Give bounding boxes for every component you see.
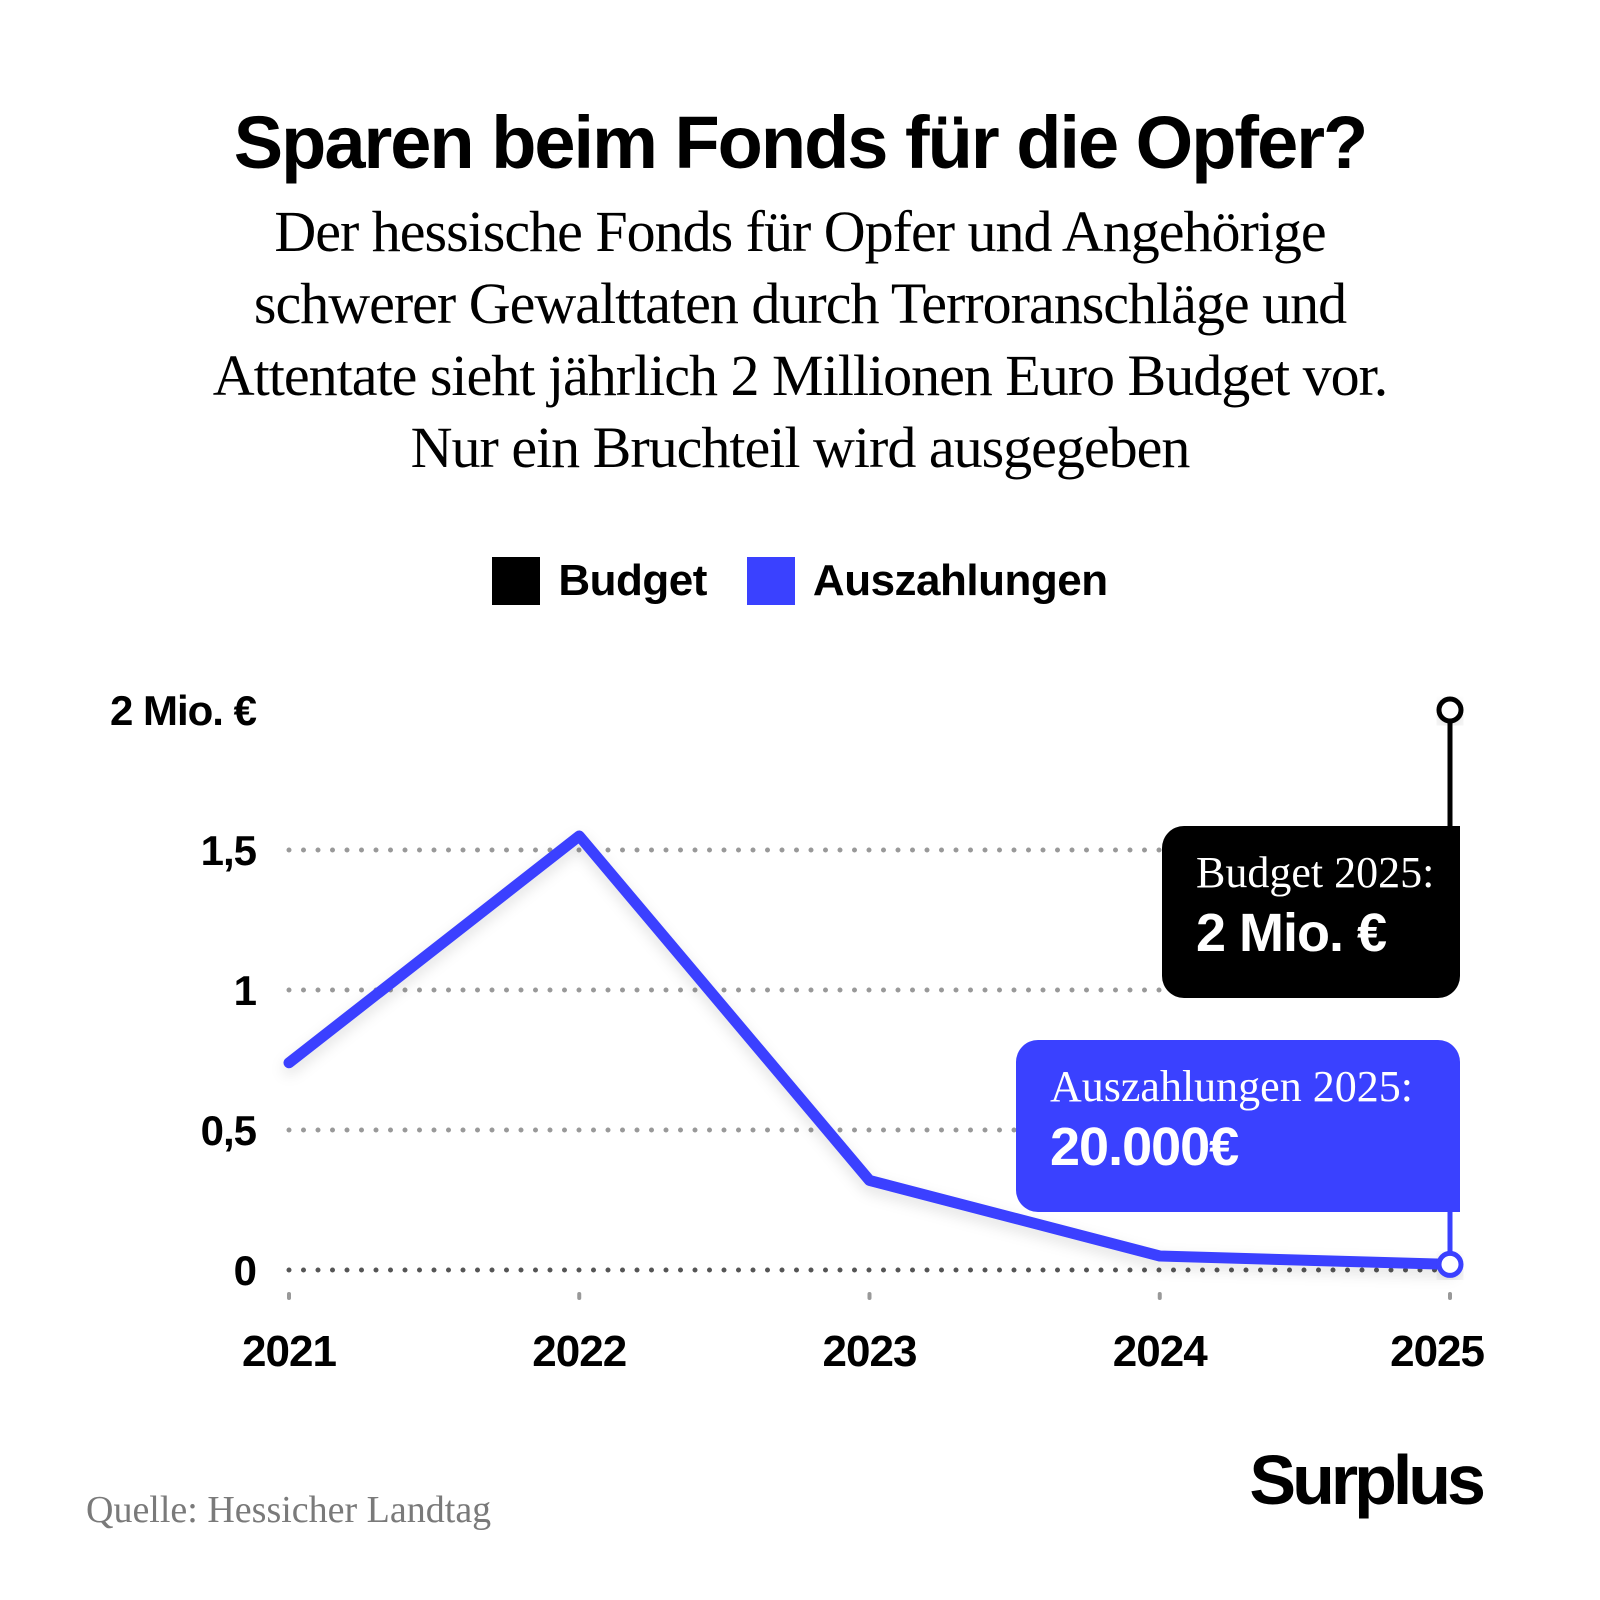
y-axis-ticks: 0 0,5 1 1,5 2 Mio. €	[110, 687, 258, 1294]
budget-callout-value: 2 Mio. €	[1196, 903, 1387, 963]
subtitle: Der hessische Fonds für Opfer und Angehö…	[100, 196, 1500, 484]
end-marker-budget	[1436, 696, 1464, 724]
x-tick-label: 2022	[532, 1327, 626, 1376]
legend-label-auszahlungen: Auszahlungen	[812, 556, 1108, 605]
gridlines	[286, 847, 1453, 1273]
payout-callout: Auszahlungen 2025: 20.000€	[1016, 1040, 1460, 1212]
source-note: Quelle: Hessicher Landtag	[86, 1489, 492, 1531]
end-marker-auszahlungen	[1436, 1250, 1464, 1278]
series-line-auszahlungen	[283, 830, 1456, 1270]
budget-callout: Budget 2025: 2 Mio. €	[1162, 826, 1460, 998]
x-tick-label: 2024	[1113, 1327, 1208, 1376]
subtitle-line: schwerer Gewalttaten durch Terroranschlä…	[253, 271, 1347, 336]
page-title: Sparen beim Fonds für die Opfer?	[233, 101, 1368, 184]
subtitle-line: Der hessische Fonds für Opfer und Angehö…	[274, 199, 1326, 264]
y-tick-label: 1	[234, 967, 257, 1014]
budget-callout-label: Budget 2025:	[1196, 848, 1435, 897]
legend: Budget Auszahlungen	[0, 556, 1600, 606]
brand-logo: Surplus	[1249, 1441, 1486, 1519]
x-axis-ticks: 2021 2022 2023 2024 2025	[242, 1292, 1486, 1376]
y-tick-label: 2 Mio. €	[110, 687, 257, 734]
y-tick-label: 0,5	[201, 1107, 257, 1154]
x-tick-label: 2021	[242, 1327, 336, 1376]
x-tick-label: 2025	[1390, 1327, 1484, 1376]
legend-label-budget: Budget	[558, 556, 707, 605]
payout-callout-value: 20.000€	[1050, 1117, 1239, 1177]
y-tick-label: 1,5	[201, 827, 257, 874]
payout-callout-label: Auszahlungen 2025:	[1050, 1062, 1413, 1111]
legend-item-budget: Budget	[492, 556, 707, 606]
legend-item-auszahlungen: Auszahlungen	[746, 556, 1108, 606]
legend-swatch-auszahlungen	[746, 557, 795, 605]
x-tick-label: 2023	[823, 1327, 917, 1376]
y-tick-label: 0	[234, 1247, 256, 1294]
series-lines	[283, 696, 1464, 1278]
subtitle-line: Nur ein Bruchteil wird ausgegeben	[410, 415, 1191, 480]
subtitle-line: Attentate sieht jährlich 2 Millionen Eur…	[212, 343, 1388, 408]
legend-swatch-budget	[492, 557, 541, 605]
